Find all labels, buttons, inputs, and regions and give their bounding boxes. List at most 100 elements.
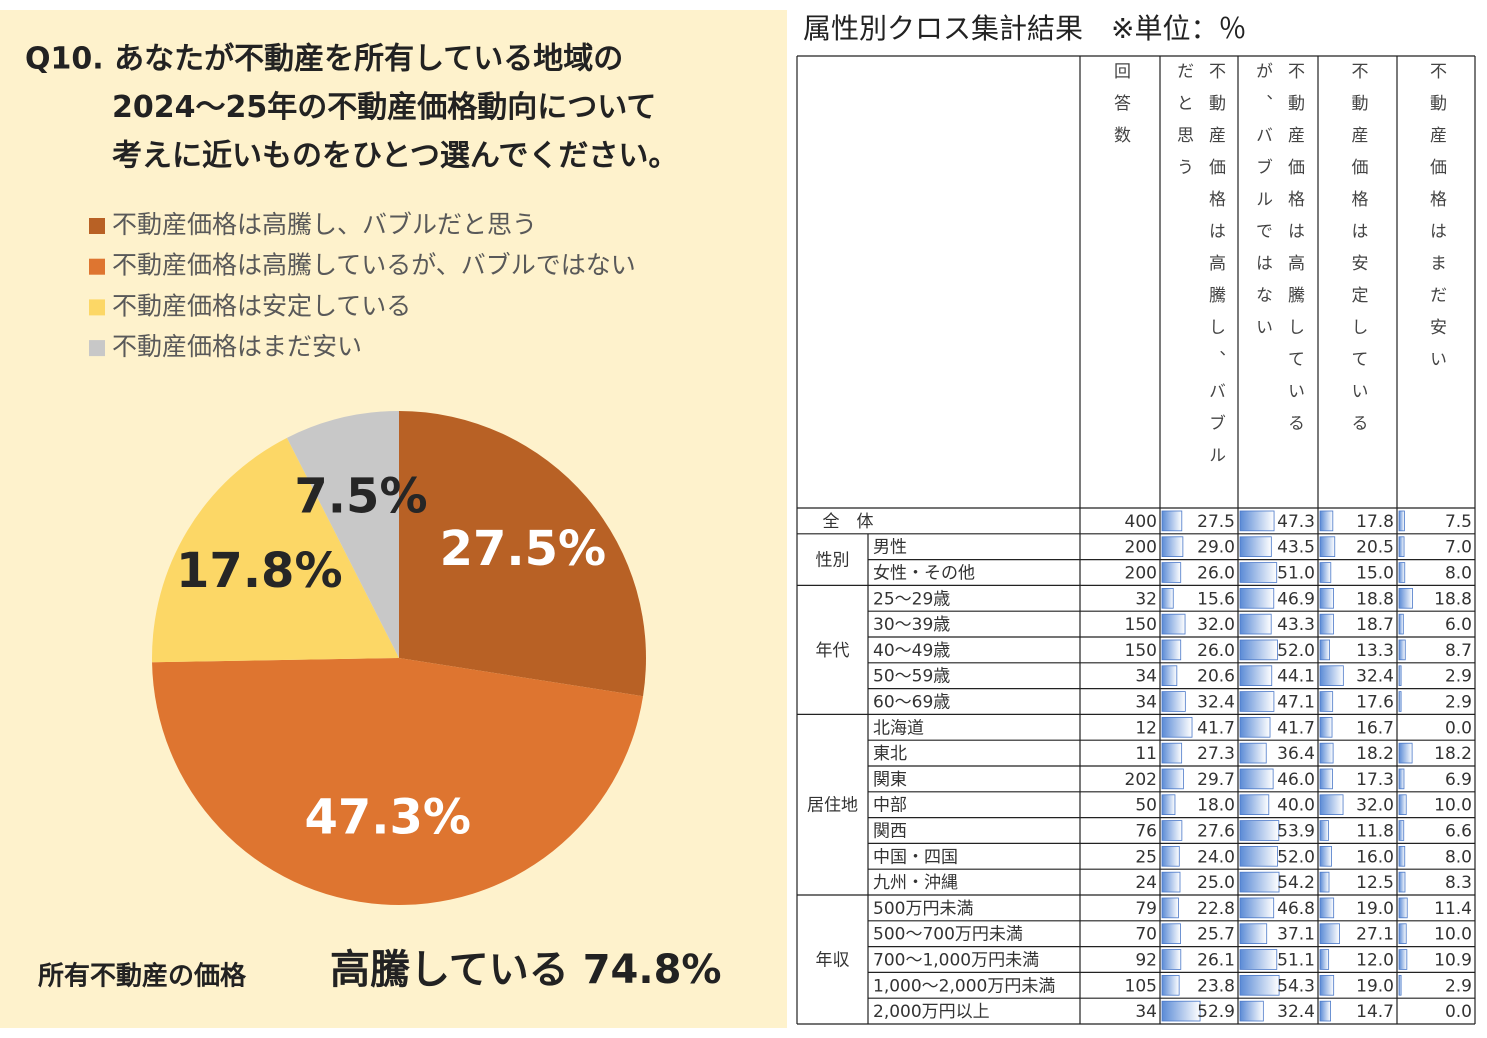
- data-bar: [1161, 536, 1184, 557]
- data-bar: [1319, 846, 1332, 867]
- row-label: 九州・沖縄: [873, 873, 958, 893]
- cell-value: 54.2: [1277, 873, 1315, 893]
- cell-n: 150: [1125, 641, 1157, 661]
- row-group-label: 年収: [816, 951, 850, 971]
- cell-n: 24: [1135, 873, 1157, 893]
- data-bar: [1398, 768, 1405, 790]
- row-label: 30～39歳: [873, 615, 950, 635]
- data-bar: [1161, 923, 1181, 944]
- data-bar: [1161, 639, 1182, 661]
- data-bar: [1319, 562, 1332, 583]
- data-bar: [1319, 975, 1335, 996]
- cell-value: 10.9: [1434, 951, 1472, 971]
- footer-label: 所有不動産の価格: [38, 961, 247, 992]
- cell-n: 70: [1135, 925, 1157, 945]
- cell-value: 25.7: [1197, 925, 1235, 945]
- data-bar: [1319, 691, 1334, 712]
- cell-value: 0.0: [1445, 718, 1472, 738]
- column-header: 不動産価格は高騰しているが、バブルではない: [1252, 62, 1304, 446]
- data-bar: [1398, 846, 1406, 867]
- cell-value: 27.5: [1197, 512, 1235, 532]
- data-bar: [1398, 536, 1405, 557]
- cell-value: 46.9: [1277, 589, 1315, 609]
- data-bar: [1319, 871, 1330, 893]
- data-bar: [1398, 691, 1402, 712]
- legend-label: 不動産価格はまだ安い: [112, 332, 362, 361]
- data-bar: [1239, 613, 1272, 635]
- cell-n: 34: [1135, 1002, 1157, 1022]
- data-bar: [1161, 975, 1180, 996]
- cell-value: 12.5: [1356, 873, 1394, 893]
- cell-n: 12: [1135, 718, 1157, 738]
- row-label: 東北: [873, 744, 907, 764]
- cell-n: 79: [1135, 899, 1157, 919]
- cell-value: 2.9: [1445, 976, 1472, 996]
- row-label: 女性・その他: [873, 564, 975, 584]
- cell-value: 15.6: [1197, 589, 1235, 609]
- cell-value: 29.0: [1197, 538, 1235, 558]
- cell-n: 200: [1125, 538, 1157, 558]
- row-label: 中部: [873, 796, 907, 816]
- row-label: 40～49歳: [873, 641, 950, 661]
- data-bar: [1239, 768, 1274, 790]
- legend-label: 不動産価格は安定している: [112, 291, 411, 320]
- cell-value: 52.0: [1277, 847, 1315, 867]
- cell-value: 7.5: [1445, 512, 1472, 532]
- cell-value: 41.7: [1197, 718, 1235, 738]
- data-bar: [1161, 562, 1182, 583]
- row-group-label: 年代: [816, 641, 850, 661]
- cell-value: 17.6: [1356, 693, 1394, 713]
- cell-value: 41.7: [1277, 718, 1315, 738]
- data-bar: [1398, 639, 1406, 661]
- data-bar: [1398, 923, 1407, 944]
- cell-value: 54.3: [1277, 976, 1315, 996]
- pie-slice: [152, 658, 644, 905]
- cell-value: 53.9: [1277, 822, 1315, 842]
- legend-label: 不動産価格は高騰し、バブルだと思う: [112, 210, 537, 239]
- cell-value: 11.4: [1434, 899, 1472, 919]
- cell-value: 13.3: [1356, 641, 1394, 661]
- cell-n: 400: [1125, 512, 1157, 532]
- data-bar: [1161, 588, 1174, 609]
- data-bar: [1319, 897, 1335, 919]
- cell-value: 0.0: [1445, 1002, 1472, 1022]
- data-bar: [1239, 665, 1273, 686]
- data-bar: [1319, 717, 1333, 738]
- cell-value: 6.6: [1445, 822, 1472, 842]
- data-bar: [1161, 665, 1178, 686]
- data-bar: [1398, 742, 1413, 764]
- data-bar: [1239, 691, 1275, 712]
- table-title: 属性別クロス集計結果 ※単位：％: [803, 12, 1246, 45]
- data-bar: [1239, 923, 1268, 944]
- row-label: 500万円未満: [873, 899, 973, 919]
- data-bar: [1319, 536, 1336, 557]
- cell-value: 7.0: [1445, 538, 1472, 558]
- data-bar: [1319, 613, 1334, 635]
- cell-value: 12.0: [1356, 951, 1394, 971]
- cell-n: 34: [1135, 667, 1157, 687]
- row-label: 60～69歳: [873, 693, 950, 713]
- cell-value: 18.2: [1356, 744, 1394, 764]
- pie-slice: [399, 411, 646, 697]
- data-bar: [1161, 1000, 1201, 1022]
- data-bar: [1239, 536, 1272, 557]
- pie-label: 17.8%: [176, 543, 343, 599]
- cell-value: 40.0: [1277, 796, 1315, 816]
- cell-value: 32.4: [1277, 1002, 1315, 1022]
- row-group-label: 居住地: [807, 796, 858, 816]
- data-bar: [1161, 717, 1193, 738]
- cell-value: 18.8: [1434, 589, 1472, 609]
- data-bar: [1319, 665, 1344, 686]
- data-bar: [1319, 1000, 1331, 1022]
- chart-title: Q10. あなたが不動産を所有している地域の: [25, 42, 623, 77]
- cell-value: 16.0: [1356, 847, 1394, 867]
- cell-value: 19.0: [1356, 899, 1394, 919]
- row-label: 2,000万円以上: [873, 1002, 990, 1022]
- pie-label: 27.5%: [440, 521, 607, 577]
- data-bar: [1398, 613, 1404, 635]
- column-header: 回答数: [1110, 62, 1130, 158]
- data-bar: [1398, 871, 1406, 893]
- data-bar: [1398, 820, 1405, 841]
- cell-value: 16.7: [1356, 718, 1394, 738]
